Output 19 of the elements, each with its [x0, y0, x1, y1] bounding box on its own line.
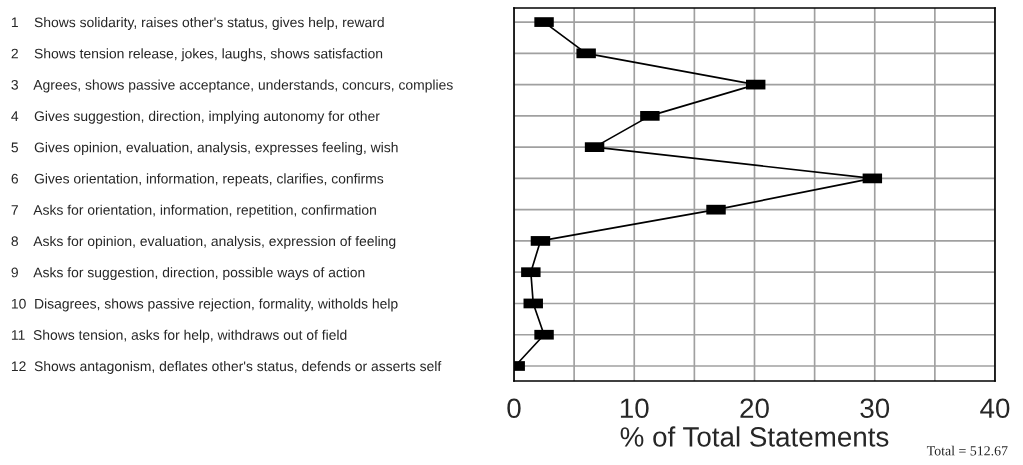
y-tick-label: 9 Asks for suggestion, direction, possible ways of action — [11, 267, 365, 281]
x-tick-label: 10 — [620, 398, 649, 419]
x-tick-label: 40 — [980, 398, 1010, 419]
y-tick-label: 7 Asks for orientation, information, repetition, confirmation — [11, 204, 376, 218]
x-axis-title: % of Total Statements — [620, 426, 889, 447]
y-tick-label: 2 Shows tension release, jokes, laughs, shows satisfaction — [11, 48, 383, 62]
y-tick-label: 10 Disagrees, shows passive rejection, formality, witholds help — [11, 298, 398, 312]
y-tick-label: 8 Asks for opinion, evaluation, analysis, expression of feeling — [11, 235, 396, 249]
y-tick-label: 6 Gives orientation, information, repeats, clarifies, confirms — [11, 173, 384, 187]
text: Total = 512.67 — [926, 445, 1008, 456]
y-tick-label: 1 Shows solidarity, raises other's status, gives help, reward — [11, 17, 384, 30]
y-tick-label: 11 Shows tension, asks for help, withdraws out of field — [11, 329, 347, 343]
y-tick-label: 3 Agrees, shows passive acceptance, understands, concurs, complies — [11, 79, 453, 93]
x-tick-label: 20 — [740, 398, 769, 419]
x-tick-label: 0 — [507, 398, 521, 419]
x-tick-label: 30 — [860, 398, 890, 419]
y-tick-label: 12 Shows antagonism, deflates other's status, defends or asserts self — [11, 360, 442, 374]
y-tick-label: 5 Gives opinion, evaluation, analysis, expresses feeling, wish — [11, 142, 398, 156]
y-tick-label: 4 Gives suggestion, direction, implying autonomy for other — [11, 110, 380, 124]
